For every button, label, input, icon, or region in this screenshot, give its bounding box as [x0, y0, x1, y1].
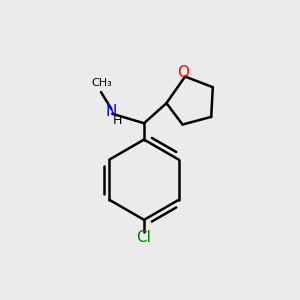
Text: Cl: Cl	[136, 230, 152, 245]
Text: H: H	[112, 114, 122, 127]
Text: O: O	[178, 64, 190, 80]
Text: CH₃: CH₃	[91, 78, 112, 88]
Text: N: N	[106, 104, 117, 119]
